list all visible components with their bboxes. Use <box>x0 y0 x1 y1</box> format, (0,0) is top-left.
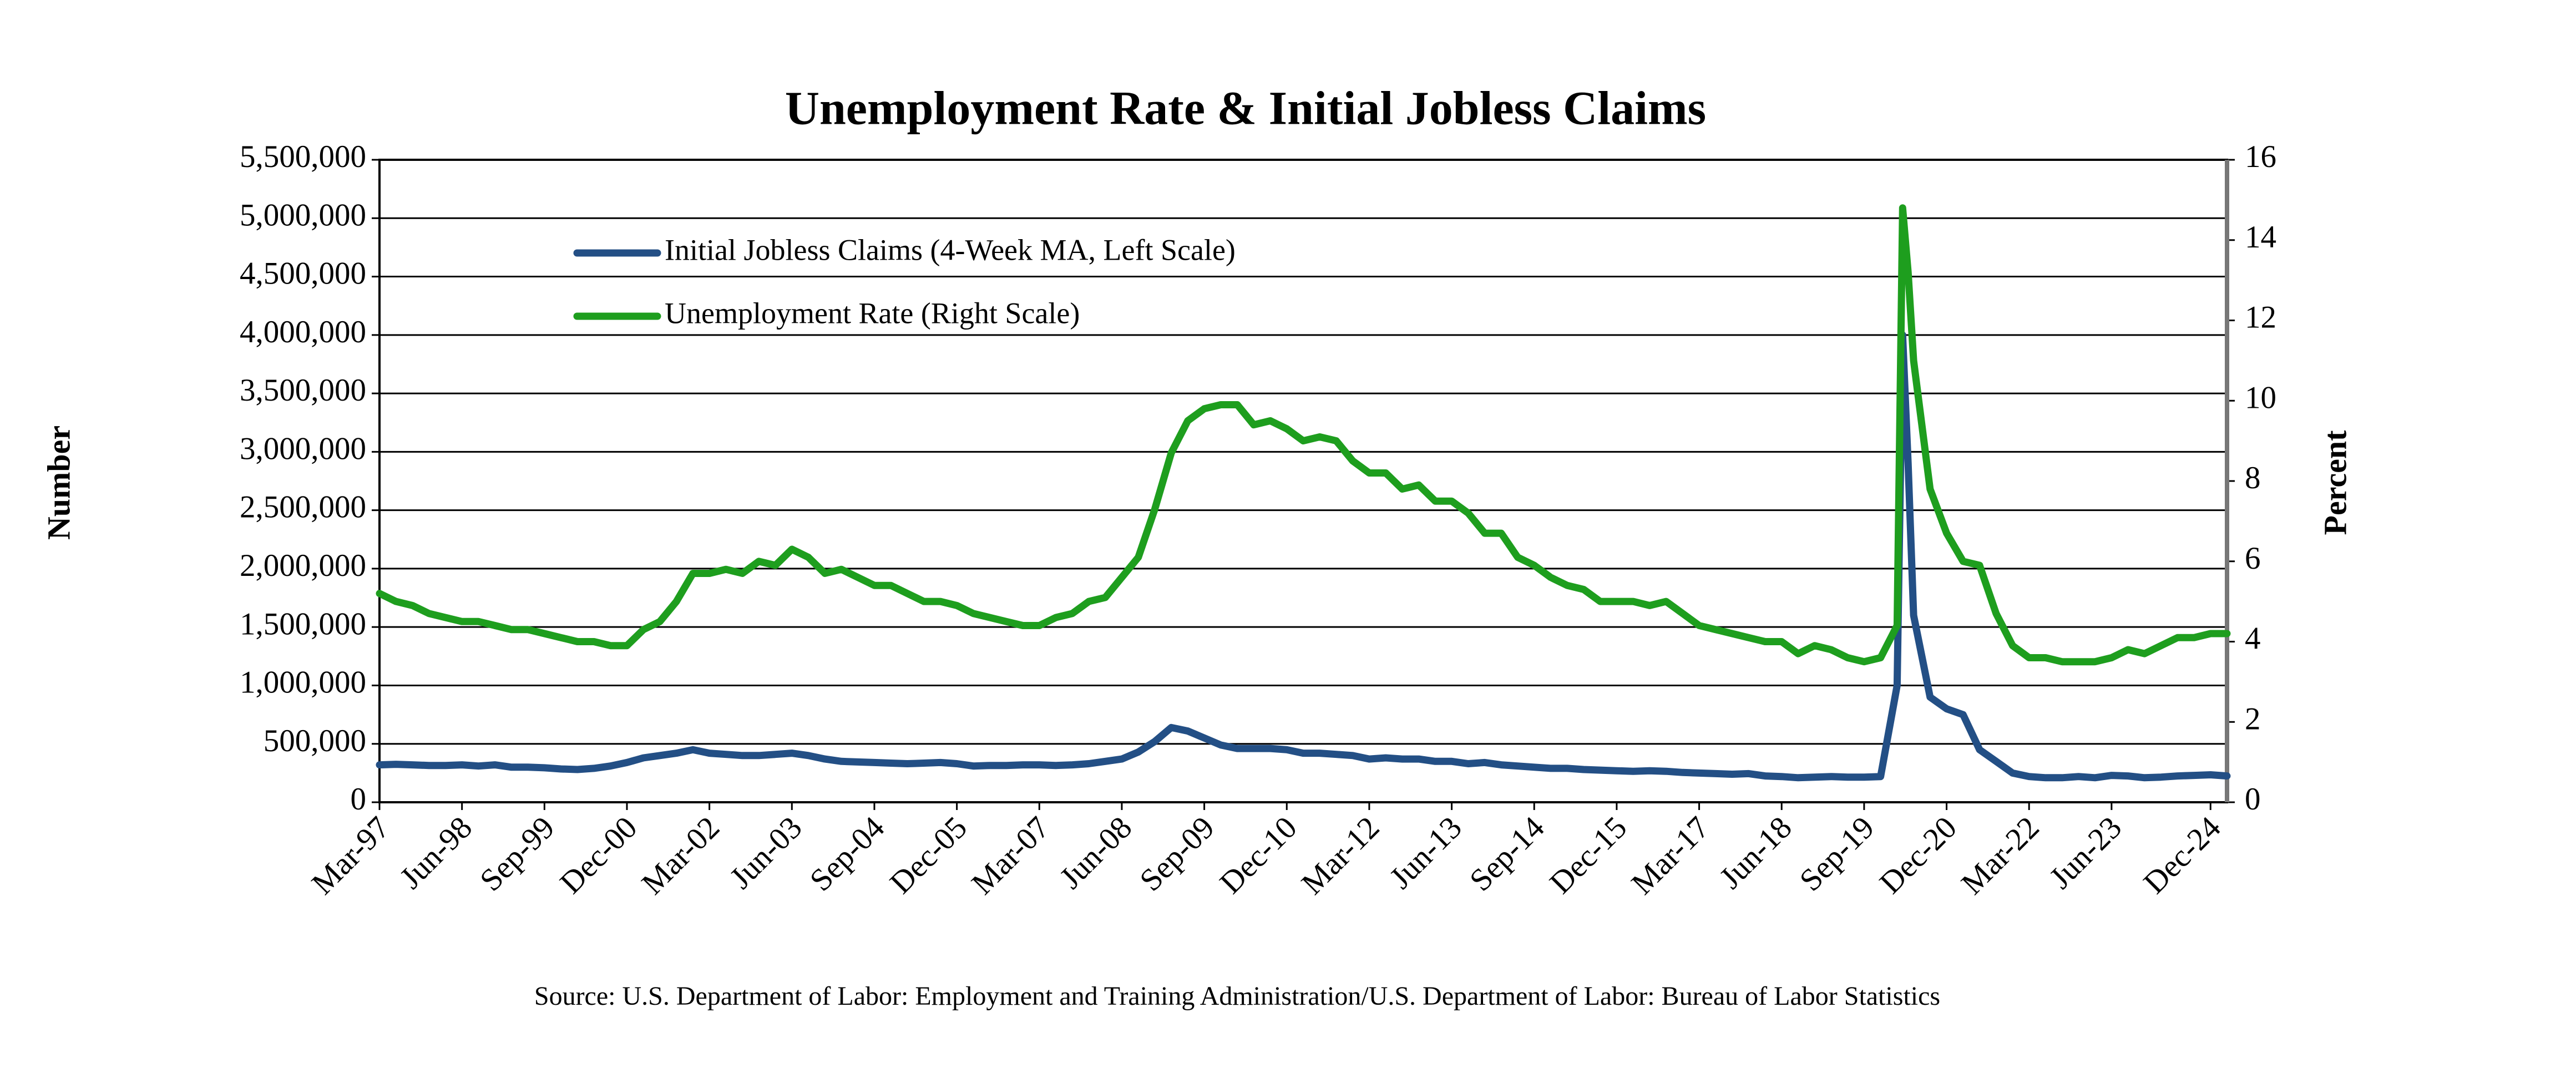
series-line <box>376 331 2231 782</box>
y-tick-label: 3,000,000 <box>240 431 366 466</box>
y2-tick-label: 2 <box>2245 701 2261 736</box>
x-tick-label: Sep-04 <box>803 810 892 898</box>
y-tick-label: 5,500,000 <box>240 139 366 174</box>
x-tick-label: Sep-19 <box>1793 810 1881 898</box>
x-tick-label: Mar-22 <box>1955 810 2046 902</box>
x-tick-label: Mar-07 <box>965 810 1056 902</box>
x-tick-label: Mar-02 <box>635 810 726 902</box>
y-tick-label: 5,000,000 <box>240 198 366 232</box>
x-tick-label: Dec-15 <box>1543 810 1633 900</box>
y-tick-label: 0 <box>351 782 367 817</box>
y-tick-label: 2,500,000 <box>240 490 366 525</box>
x-tick-label: Jun-23 <box>2043 810 2128 895</box>
x-tick-label: Jun-08 <box>1053 810 1138 895</box>
y-axis-label: Number <box>41 426 77 540</box>
chart-title: Unemployment Rate & Initial Jobless Clai… <box>785 82 1706 135</box>
legend-label: Unemployment Rate (Right Scale) <box>665 296 1080 330</box>
x-tick-label: Jun-98 <box>393 810 479 895</box>
y2-axis-label: Percent <box>2317 430 2353 535</box>
y-tick-label: 4,000,000 <box>240 315 366 350</box>
series-line <box>376 204 2231 666</box>
y-tick-label: 4,500,000 <box>240 256 366 291</box>
x-tick-label: Jun-13 <box>1383 810 1469 895</box>
source-note: Source: U.S. Department of Labor: Employ… <box>534 981 1940 1011</box>
y2-tick-label: 8 <box>2245 460 2261 495</box>
legend-label: Initial Jobless Claims (4-Week MA, Left … <box>665 233 1236 266</box>
x-tick-label: Sep-14 <box>1463 810 1551 898</box>
x-tick-label: Sep-99 <box>473 810 561 898</box>
y-tick-label: 3,500,000 <box>240 373 366 408</box>
y2-tick-label: 10 <box>2245 380 2276 415</box>
y-tick-label: 2,000,000 <box>240 548 366 583</box>
x-tick-label: Jun-03 <box>723 810 808 895</box>
x-tick-label: Dec-10 <box>1213 810 1304 900</box>
y-tick-label: 500,000 <box>264 723 366 758</box>
x-tick-label: Sep-09 <box>1133 810 1221 898</box>
y2-tick-label: 6 <box>2245 541 2261 576</box>
y2-tick-label: 4 <box>2245 621 2261 656</box>
y2-tick-label: 14 <box>2245 220 2276 255</box>
x-tick-label: Dec-24 <box>2137 810 2228 900</box>
x-tick-label: Dec-00 <box>553 810 644 900</box>
x-tick-label: Mar-12 <box>1295 810 1386 902</box>
x-tick-label: Mar-97 <box>305 810 397 902</box>
y2-tick-label: 12 <box>2245 300 2276 335</box>
x-tick-label: Mar-17 <box>1624 810 1716 902</box>
x-tick-label: Dec-20 <box>1873 810 1963 900</box>
y2-tick-label: 0 <box>2245 782 2261 817</box>
x-tick-label: Dec-05 <box>883 810 974 900</box>
y-tick-label: 1,000,000 <box>240 665 366 700</box>
y2-tick-label: 16 <box>2245 139 2276 174</box>
x-tick-label: Jun-18 <box>1713 810 1798 895</box>
y-tick-label: 1,500,000 <box>240 606 366 641</box>
